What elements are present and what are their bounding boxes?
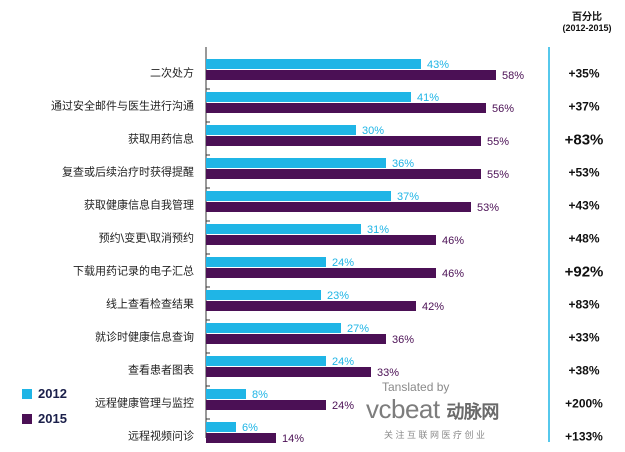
- category-label: 线上查看检查结果: [106, 297, 194, 311]
- watermark-translated-by: Tanslated by: [382, 380, 450, 394]
- value-label-2015: 58%: [502, 70, 524, 82]
- value-label-2015: 42%: [422, 301, 444, 313]
- change-header: 百分比 (2012-2015): [542, 8, 625, 33]
- change-header-range: (2012-2015): [562, 23, 612, 33]
- bar-2012: [206, 92, 411, 102]
- value-label-2012: 23%: [327, 290, 349, 302]
- value-label-2012: 24%: [332, 356, 354, 368]
- value-label-2015: 24%: [332, 400, 354, 412]
- change-label: +35%: [568, 67, 599, 81]
- change-label: +92%: [565, 264, 604, 281]
- value-label-2015: 46%: [442, 235, 464, 247]
- bar-2015: [206, 301, 416, 311]
- legend-label-2012: 2012: [38, 386, 67, 401]
- category-label: 就诊时健康信息查询: [95, 330, 194, 344]
- change-label: +37%: [568, 100, 599, 114]
- change-label: +48%: [568, 232, 599, 246]
- category-label: 复查或后续治疗时获得提醒: [62, 165, 194, 179]
- change-label: +38%: [568, 364, 599, 378]
- value-label-2012: 27%: [347, 323, 369, 335]
- bar-2012: [206, 257, 326, 267]
- legend-label-2015: 2015: [38, 411, 67, 426]
- change-label: +33%: [568, 331, 599, 345]
- category-label: 下载用药记录的电子汇总: [73, 264, 194, 278]
- bar-2012: [206, 59, 421, 69]
- bar-2012: [206, 158, 386, 168]
- category-label: 获取用药信息: [128, 132, 194, 146]
- bar-2015: [206, 400, 326, 410]
- watermark-brand-latin: vcbeat: [366, 394, 440, 424]
- change-label: +83%: [568, 298, 599, 312]
- value-label-2015: 46%: [442, 268, 464, 280]
- bar-2015: [206, 433, 276, 443]
- bar-2015: [206, 136, 481, 146]
- change-label: +83%: [565, 132, 604, 149]
- bar-2012: [206, 356, 326, 366]
- bar-2012: [206, 323, 341, 333]
- watermark-brand-logo: vcbeat 动脉网: [366, 394, 499, 425]
- bar-2012: [206, 389, 246, 399]
- category-label: 远程健康管理与监控: [95, 396, 194, 410]
- bar-2015: [206, 103, 486, 113]
- bar-2012: [206, 125, 356, 135]
- bar-2012: [206, 224, 361, 234]
- bar-2015: [206, 169, 481, 179]
- bar-2012: [206, 191, 391, 201]
- category-label: 预约\变更\取消预约: [99, 231, 194, 245]
- bar-2015: [206, 367, 371, 377]
- bar-2015: [206, 70, 496, 80]
- value-label-2015: 56%: [492, 103, 514, 115]
- value-label-2015: 33%: [377, 367, 399, 379]
- value-label-2015: 53%: [477, 202, 499, 214]
- legend-2012: 2012: [22, 386, 67, 401]
- value-label-2015: 14%: [282, 433, 304, 445]
- watermark-brand-cn: 动脉网: [446, 402, 499, 422]
- value-label-2012: 41%: [417, 92, 439, 104]
- legend-2015: 2015: [22, 411, 67, 426]
- change-header-title: 百分比: [572, 12, 602, 23]
- change-label: +43%: [568, 199, 599, 213]
- bar-2015: [206, 268, 436, 278]
- category-label: 通过安全邮件与医生进行沟通: [51, 99, 194, 113]
- change-label: +200%: [565, 397, 603, 411]
- category-label: 二次处方: [150, 66, 194, 80]
- bar-2015: [206, 202, 471, 212]
- bar-2015: [206, 235, 436, 245]
- value-label-2012: 31%: [367, 224, 389, 236]
- bar-2012: [206, 290, 321, 300]
- value-label-2012: 8%: [252, 389, 268, 401]
- value-label-2012: 36%: [392, 158, 414, 170]
- value-label-2012: 37%: [397, 191, 419, 203]
- watermark-tagline: 关 注 互 联 网 医 疗 创 业: [384, 430, 486, 440]
- bar-2015: [206, 334, 386, 344]
- value-label-2015: 55%: [487, 169, 509, 181]
- legend-swatch-2012: [22, 389, 32, 399]
- value-label-2012: 24%: [332, 257, 354, 269]
- value-label-2012: 6%: [242, 422, 258, 434]
- change-label: +53%: [568, 166, 599, 180]
- legend-swatch-2015: [22, 414, 32, 424]
- category-label: 远程视频问诊: [128, 429, 194, 443]
- value-label-2012: 43%: [427, 59, 449, 71]
- change-label: +133%: [565, 430, 603, 444]
- value-label-2012: 30%: [362, 125, 384, 137]
- category-label: 查看患者图表: [128, 363, 194, 377]
- category-label: 获取健康信息自我管理: [84, 198, 194, 212]
- value-label-2015: 36%: [392, 334, 414, 346]
- bar-2012: [206, 422, 236, 432]
- value-label-2015: 55%: [487, 136, 509, 148]
